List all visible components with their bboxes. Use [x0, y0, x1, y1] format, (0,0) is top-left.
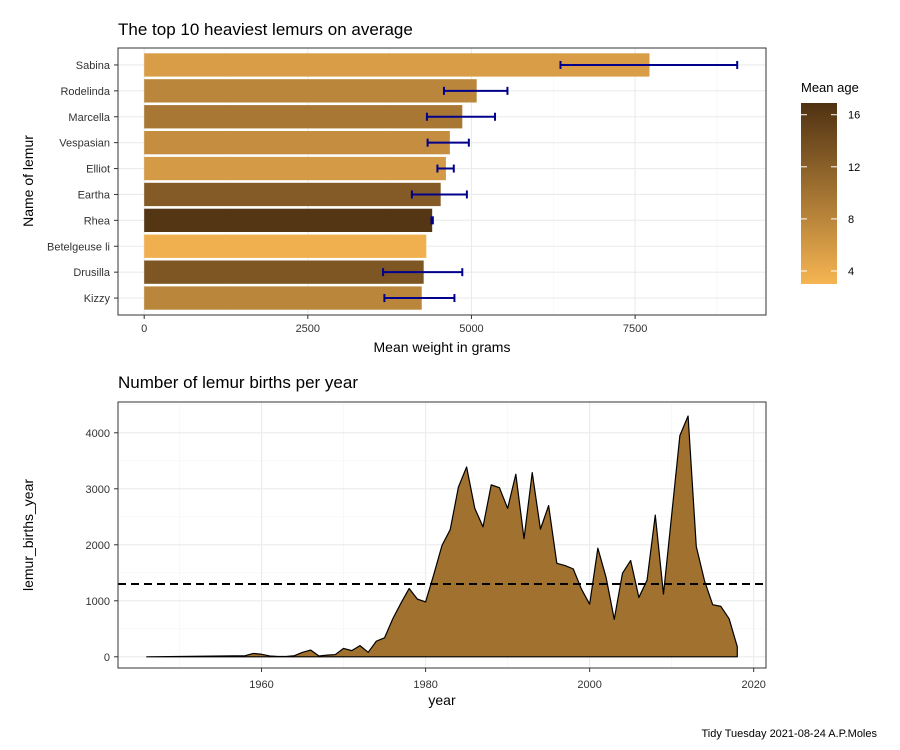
bottom-y-tick-label: 2000 [86, 540, 110, 552]
legend-colorbar [801, 103, 837, 284]
bar-rhea [144, 208, 433, 233]
bar-betelgeuse-li [144, 234, 427, 258]
error-bar-sabina [559, 60, 739, 69]
bottom-x-tick-label: 1980 [413, 679, 437, 691]
top-y-tick-label: Kizzy [84, 293, 111, 305]
bar-eartha [144, 182, 441, 207]
top-x-axis: 0 2500 5000 7500 [141, 315, 647, 335]
bottom-x-axis-label: year [428, 692, 456, 708]
error-bar-drusilla [382, 268, 464, 277]
caption: Tidy Tuesday 2021-08-24 A.P.Moles [702, 728, 878, 740]
bottom-x-tick-label: 1960 [249, 679, 273, 691]
bottom-y-axis: 0 1000 2000 3000 4000 [86, 428, 118, 664]
bottom-y-axis-label: lemur_births_year [20, 479, 36, 591]
error-bar-rodelinda [442, 86, 509, 95]
error-bar-kizzy [383, 294, 456, 303]
legend-tick-label: 8 [848, 214, 854, 226]
bottom-x-tick-label: 2000 [577, 679, 601, 691]
error-bar-elliot [436, 164, 455, 173]
bottom-chart-title: Number of lemur births per year [118, 373, 358, 392]
top-y-tick-label: Vespasian [59, 138, 110, 150]
top-x-axis-label: Mean weight in grams [374, 339, 511, 355]
bottom-panel-border [117, 401, 767, 669]
legend-tick-label: 4 [848, 266, 854, 278]
top-y-tick-label: Rhea [84, 215, 111, 227]
error-bar-marcella [425, 112, 497, 121]
error-bar-eartha [410, 190, 468, 199]
top-x-tick-label: 5000 [459, 323, 483, 335]
error-bar-vespasian [426, 138, 470, 147]
top-y-axis: Sabina Rodelinda Marcella Vespasian Elliot Ea… [47, 60, 118, 305]
top-bar-chart: The top 10 heaviest lemurs on average Sa… [20, 20, 767, 355]
top-chart-title: The top 10 heaviest lemurs on average [118, 20, 413, 39]
bar-vespasian [144, 130, 450, 155]
bar-elliot [144, 156, 446, 181]
top-panel-border [117, 47, 767, 316]
bottom-y-tick-label: 0 [104, 652, 110, 664]
top-x-tick-label: 0 [141, 323, 147, 335]
legend-tick-label: 12 [848, 162, 860, 174]
bar-kizzy [144, 286, 422, 310]
legend-title: Mean age [801, 80, 859, 95]
legend-ticks: 4 8 12 16 [801, 110, 860, 278]
color-legend: Mean age 4 8 12 16 [801, 80, 860, 284]
bottom-area-chart: Number of lemur births per year 0 1000 200… [20, 373, 767, 708]
top-y-tick-label: Betelgeuse li [47, 241, 110, 253]
bottom-x-axis: 1960 1980 2000 2020 [249, 668, 766, 691]
top-x-tick-label: 2500 [296, 323, 320, 335]
bar-rodelinda [144, 79, 477, 103]
top-y-tick-label: Rodelinda [60, 86, 110, 98]
bottom-y-tick-label: 1000 [86, 596, 110, 608]
top-bars [144, 53, 650, 310]
top-y-tick-label: Elliot [86, 164, 110, 176]
top-y-tick-label: Marcella [68, 112, 110, 124]
error-bar-rhea [430, 216, 434, 225]
top-error-bars [382, 60, 739, 303]
bar-drusilla [144, 260, 424, 284]
top-y-axis-label: Name of lemur [20, 135, 36, 227]
top-x-tick-label: 7500 [623, 323, 647, 335]
births-area [146, 415, 738, 658]
top-y-tick-label: Sabina [76, 60, 111, 72]
bottom-x-tick-label: 2020 [741, 679, 765, 691]
bottom-y-tick-label: 3000 [86, 484, 110, 496]
top-y-tick-label: Eartha [78, 189, 111, 201]
legend-tick-label: 16 [848, 110, 860, 122]
top-y-tick-label: Drusilla [73, 267, 111, 279]
bottom-y-tick-label: 4000 [86, 428, 110, 440]
bar-sabina [144, 53, 650, 77]
bar-marcella [144, 105, 463, 129]
